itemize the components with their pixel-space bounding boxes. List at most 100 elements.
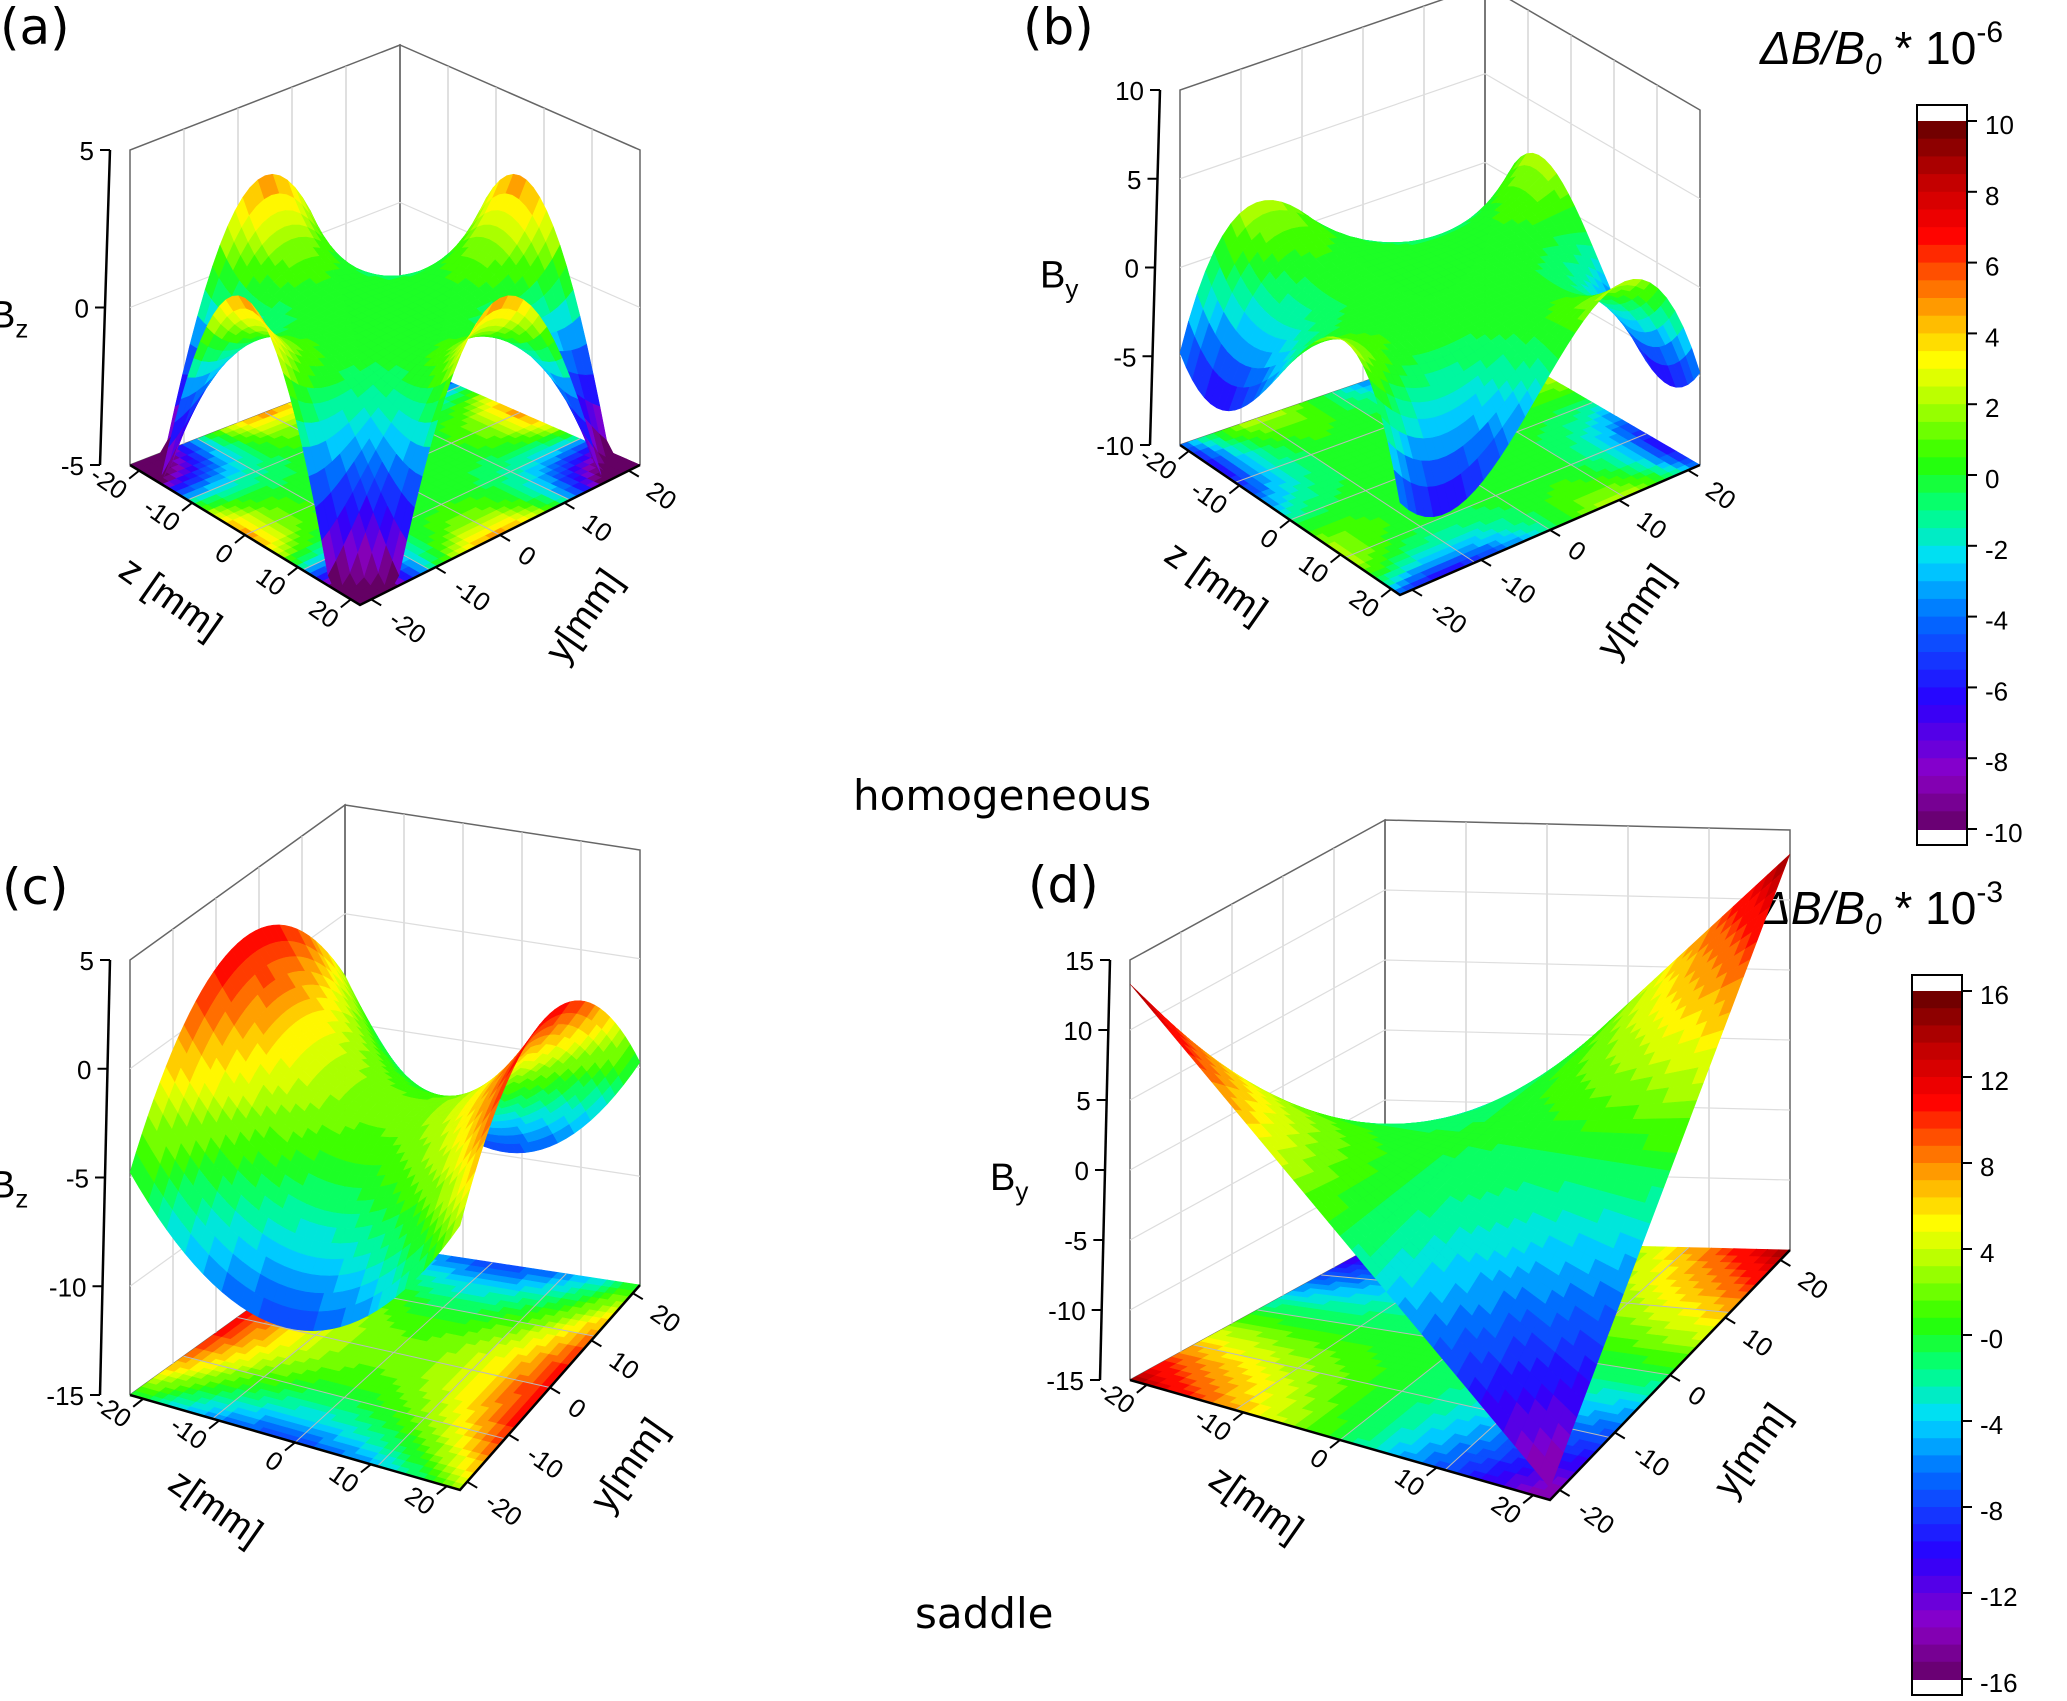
- y-tick: [370, 598, 382, 607]
- colorbar-band: [1913, 1558, 1961, 1577]
- colorbar-title-sub: 0: [1865, 908, 1882, 941]
- colorbar-band: [1918, 581, 1966, 600]
- colorbar-band: [1918, 209, 1966, 229]
- colorbar-band: [1913, 1042, 1961, 1061]
- y-tick-label: -20: [384, 604, 432, 650]
- floor-axis: [129, 463, 641, 607]
- colorbar-band: [1918, 439, 1966, 459]
- colorbar-tick-label: 10: [1985, 110, 2014, 140]
- y-tick: [628, 469, 640, 478]
- value-tick-label: 5: [80, 136, 94, 166]
- colorbar-title-mult: * 10: [1894, 22, 1977, 74]
- colorbar-tick-label: -10: [1985, 818, 2023, 848]
- panel-label-d: (d): [1028, 856, 1099, 914]
- colorbar-band: [1913, 1180, 1961, 1199]
- colorbar-band: [1913, 991, 1961, 1010]
- y-tick-label: 0: [513, 539, 542, 572]
- value-tick-label: -5: [61, 451, 84, 481]
- colorbar-band: [1913, 1541, 1961, 1560]
- colorbar-band: [1918, 811, 1966, 830]
- z-tick: [234, 534, 246, 544]
- colorbar-band: [1918, 368, 1966, 388]
- colorbar-band: [1918, 227, 1966, 246]
- colorbar-band: [1918, 174, 1966, 193]
- colorbar-band: [1918, 138, 1966, 158]
- colorbar-band: [1918, 545, 1966, 565]
- z-tick: [128, 469, 140, 480]
- colorbar-band: [1913, 1025, 1961, 1044]
- colorbar-band: [1913, 1644, 1961, 1663]
- colorbar-title-sub: 0: [1865, 48, 1882, 81]
- colorbar-band: [1913, 1369, 1961, 1388]
- colorbar-tick-label: -8: [1980, 1496, 2003, 1526]
- colorbar-tick-label: 4: [1980, 1238, 1994, 1268]
- colorbar-band: [1913, 1352, 1961, 1371]
- colorbar-band: [1918, 315, 1966, 335]
- colorbar-title-top: ΔB/B0 * 10-6: [1760, 18, 2003, 80]
- colorbar-band: [1918, 156, 1966, 176]
- colorbar-tick-label: 16: [1980, 980, 2009, 1010]
- colorbar-band: [1918, 386, 1966, 406]
- panel-label-b: (b): [1023, 0, 1094, 56]
- colorbar-band: [1913, 1421, 1961, 1440]
- colorbar-band: [1913, 1335, 1961, 1354]
- colorbar-tick-label: -0: [1980, 1324, 2003, 1354]
- colorbar-title-bottom: ΔB/B0 * 10-3: [1760, 878, 2003, 940]
- value-tick-label: 0: [75, 294, 89, 324]
- value-axis-label-sub: z: [15, 314, 28, 344]
- colorbar-band: [1913, 1059, 1961, 1078]
- colorbar-band: [1913, 1627, 1961, 1646]
- caption-saddle: saddle: [915, 1589, 1054, 1638]
- colorbar-band: [1913, 1386, 1961, 1405]
- colorbar-band: [1918, 616, 1966, 636]
- z-tick-label: 20: [304, 593, 345, 634]
- colorbar-band: [1918, 687, 1966, 707]
- colorbar-tick-label: 6: [1985, 252, 1999, 282]
- colorbar-title-exp: -3: [1976, 876, 2004, 909]
- colorbar-band: [1913, 1008, 1961, 1027]
- colorbar-band: [1918, 262, 1966, 282]
- colorbar-band: [1918, 634, 1966, 653]
- colorbar-tick-label: -16: [1980, 1668, 2018, 1698]
- colorbar-band: [1918, 793, 1966, 813]
- z-axis-label: z [mm]: [112, 548, 229, 648]
- y-tick: [435, 566, 447, 575]
- y-tick-label: 20: [641, 475, 682, 516]
- z-tick: [287, 566, 299, 576]
- colorbar-tick-label: -4: [1985, 606, 2008, 636]
- colorbar-band: [1913, 1197, 1961, 1216]
- colorbar-band: [1913, 1266, 1961, 1285]
- colorbar-band: [1918, 121, 1966, 140]
- colorbar-title-prefix: ΔB/B: [1760, 882, 1866, 934]
- colorbar-band: [1913, 1111, 1961, 1130]
- colorbar-band: [1913, 1214, 1961, 1233]
- floor-gridline: [1344, 433, 1647, 558]
- colorbar-tick-label: -4: [1980, 1410, 2003, 1440]
- colorbar-band: [1918, 351, 1966, 370]
- colorbar-band: [1918, 475, 1966, 494]
- colorbar-band: [1913, 1163, 1961, 1182]
- z-tick: [340, 598, 352, 609]
- value-axis-label: Bz: [0, 295, 28, 344]
- colorbar-band: [1913, 1593, 1961, 1612]
- colorbar-band: [1913, 1524, 1961, 1543]
- caption-homogeneous: homogeneous: [853, 771, 1152, 820]
- colorbar-band: [1918, 510, 1966, 530]
- z-tick-label: 10: [251, 561, 292, 602]
- z-tick: [181, 502, 193, 512]
- colorbar-band: [1918, 705, 1966, 724]
- colorbar-band: [1913, 1300, 1961, 1319]
- y-tick: [563, 501, 575, 510]
- y-axis-label: y[mm]: [537, 562, 631, 671]
- colorbar-band: [1913, 1249, 1961, 1268]
- colorbar-tick-label: 4: [1985, 322, 1999, 352]
- colorbar-tick-label: 12: [1980, 1066, 2009, 1096]
- colorbar-tick-label: -8: [1985, 747, 2008, 777]
- colorbar-band: [1913, 1094, 1961, 1113]
- z-tick-label: -10: [138, 492, 186, 538]
- colorbar-tick-label: 8: [1980, 1152, 1994, 1182]
- colorbar-tick-label: -6: [1985, 676, 2008, 706]
- colorbar-band: [1918, 333, 1966, 353]
